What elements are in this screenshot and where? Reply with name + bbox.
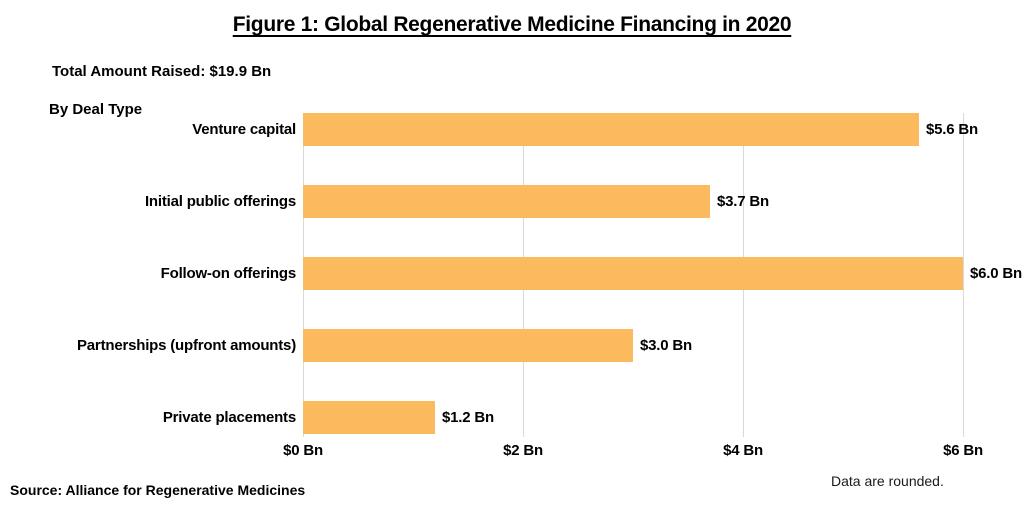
bar	[303, 329, 633, 362]
bar-value-label: $5.6 Bn	[926, 121, 978, 138]
source-note: Source: Alliance for Regenerative Medici…	[10, 482, 306, 498]
category-label: Initial public offerings	[144, 193, 296, 210]
category-label: Follow-on offerings	[160, 265, 297, 282]
category-label: Venture capital	[192, 121, 296, 138]
x-tick-label: $4 Bn	[723, 442, 763, 459]
bar-row: $6.0 Bn	[303, 257, 1022, 290]
bar-row: $3.7 Bn	[303, 185, 963, 218]
bar-row: $1.2 Bn	[303, 401, 963, 434]
bar-row: $5.6 Bn	[303, 113, 978, 146]
bar-value-label: $1.2 Bn	[442, 409, 494, 426]
x-tick-label: $0 Bn	[283, 442, 323, 459]
rounding-note: Data are rounded.	[831, 473, 944, 489]
bar-value-label: $6.0 Bn	[970, 265, 1022, 282]
category-label: Private placements	[162, 409, 296, 426]
bar-value-label: $3.7 Bn	[717, 193, 769, 210]
bar	[303, 401, 435, 434]
by-deal-type-label: By Deal Type	[49, 101, 143, 118]
bar-row: $3.0 Bn	[303, 329, 963, 362]
category-label: Partnerships (upfront amounts)	[76, 337, 296, 354]
bar	[303, 257, 963, 290]
bar	[303, 113, 919, 146]
bar-value-label: $3.0 Bn	[640, 337, 692, 354]
bar	[303, 185, 710, 218]
plot-area: $5.6 Bn $3.7 Bn $6.0 Bn $3.0 Bn $1.2 Bn	[303, 113, 1022, 437]
x-tick-label: $6 Bn	[943, 442, 983, 459]
x-tick-label: $2 Bn	[503, 442, 543, 459]
chart-title: Figure 1: Global Regenerative Medicine F…	[232, 13, 792, 36]
total-amount-raised-label: Total Amount Raised: $19.9 Bn	[52, 63, 272, 80]
gridline-6	[963, 113, 964, 437]
